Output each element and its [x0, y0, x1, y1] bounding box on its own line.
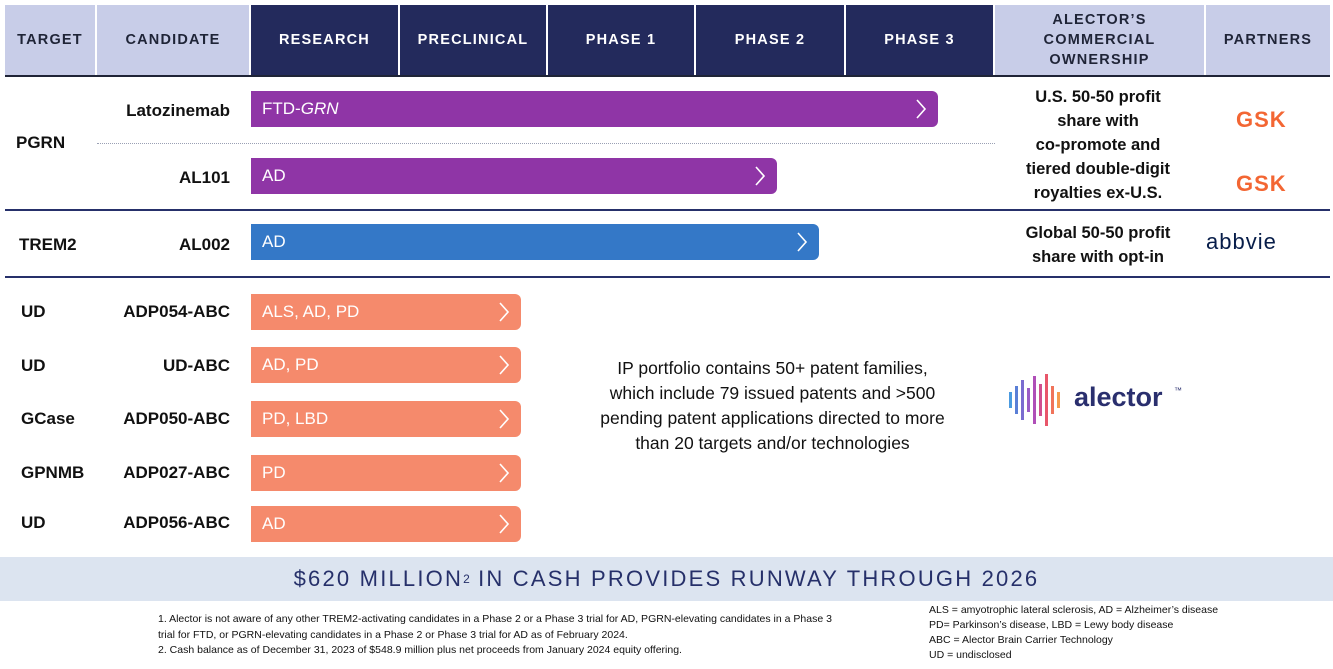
header-candidate: CANDIDATE [97, 5, 249, 75]
header-research: RESEARCH [251, 5, 398, 75]
chevron-right-icon [755, 166, 766, 186]
banner-main: $620 MILLION [293, 566, 464, 591]
ip-line: than 20 targets and/or technologies [635, 433, 910, 453]
ip-portfolio-text: IP portfolio contains 50+ patent familie… [560, 356, 985, 456]
abbreviations: ALS = amyotrophic lateral sclerosis, AD … [929, 603, 1329, 663]
ownership-pgrn: U.S. 50-50 profit share with co-promote … [1000, 85, 1196, 205]
ownership-line: Global 50-50 profit [1025, 224, 1171, 242]
target-trem2: TREM2 [19, 235, 77, 254]
cash-runway-banner: $620 MILLION 2 IN CASH PROVIDES RUNWAY TH… [0, 557, 1333, 601]
header-ownership-line1: ALECTOR’S [1052, 12, 1147, 28]
footnotes: 1. Alector is not aware of any other TRE… [158, 612, 918, 659]
pipeline-bar-adp054-abc: ALS, AD, PD [251, 294, 521, 330]
indication-label: AD [262, 232, 286, 251]
pipeline-bar-al002: AD [251, 224, 819, 260]
header-preclinical: PRECLINICAL [400, 5, 546, 75]
indication-label: AD, PD [262, 355, 319, 374]
candidate-ud-abc: UD-ABC [162, 356, 230, 375]
chevron-right-icon [499, 463, 510, 483]
target-ud: UD [21, 513, 46, 532]
candidate-adp054-abc: ADP054-ABC [123, 302, 230, 321]
candidate-al101: AL101 [178, 168, 230, 187]
candidate-al002: AL002 [178, 235, 230, 254]
ownership-line: royalties ex-U.S. [1033, 184, 1163, 202]
gsk-logo: GSK [1236, 171, 1287, 196]
banner-rest: IN CASH PROVIDES RUNWAY THROUGH 2026 [469, 566, 1040, 591]
header-phase3: PHASE 3 [846, 5, 993, 75]
target-pgrn: PGRN [16, 133, 66, 152]
row-divider [97, 143, 995, 144]
indication-label: ALS, AD, PD [262, 302, 360, 321]
banner-sup: 2 [463, 572, 470, 586]
header-phase1: PHASE 1 [548, 5, 694, 75]
abbreviation-line: ALS = amyotrophic lateral sclerosis, AD … [929, 604, 1219, 616]
pipeline-bar-ud-abc: AD, PD [251, 347, 521, 383]
indication-label: PD, LBD [262, 409, 329, 428]
alector-logo: alector ™ [1008, 372, 1188, 428]
header-ownership: ALECTOR’S COMMERCIAL OWNERSHIP [995, 5, 1204, 75]
header-ownership-line3: OWNERSHIP [1049, 52, 1150, 68]
ip-line: IP portfolio contains 50+ patent familie… [617, 358, 928, 378]
indication-label: AD [262, 514, 286, 533]
ownership-line: tiered double-digit [1026, 160, 1170, 178]
pipeline-bar-adp050-abc: PD, LBD [251, 401, 521, 437]
alector-trademark: ™ [1174, 386, 1182, 395]
chevron-right-icon [916, 99, 927, 119]
gsk-logo: GSK [1236, 107, 1287, 132]
header-partners: PARTNERS [1206, 5, 1330, 75]
chevron-right-icon [499, 302, 510, 322]
abbreviation-line: UD = undisclosed [929, 649, 1012, 661]
ip-line: pending patent applications directed to … [600, 408, 945, 428]
footnote-2: 2. Cash balance as of December 31, 2023 … [158, 644, 682, 656]
header-phase2: PHASE 2 [696, 5, 844, 75]
target-ud: UD [21, 356, 46, 375]
abbvie-logo: abbvie [1206, 229, 1277, 254]
candidate-adp027-abc: ADP027-ABC [123, 463, 230, 482]
chevron-right-icon [499, 409, 510, 429]
ownership-line: share with opt-in [1032, 248, 1164, 266]
target-ud: UD [21, 302, 46, 321]
abbreviation-line: PD= Parkinson’s disease, LBD = Lewy body… [929, 619, 1174, 631]
footnote-1-cont: trial for FTD, or PGRN-elevating candida… [158, 628, 628, 641]
header-target: TARGET [5, 5, 95, 75]
pipeline-bar-al101: AD [251, 158, 777, 194]
header-rule [5, 75, 1330, 77]
section-rule [5, 276, 1330, 278]
chevron-right-icon [499, 355, 510, 375]
section-rule [5, 209, 1330, 211]
abbreviation-line: ABC = Alector Brain Carrier Technology [929, 634, 1113, 646]
candidate-adp050-abc: ADP050-ABC [123, 409, 230, 428]
candidate-adp056-abc: ADP056-ABC [123, 513, 230, 532]
indication-label: AD [262, 166, 286, 185]
indication-prefix: FTD- [262, 99, 301, 118]
chevron-right-icon [797, 232, 808, 252]
ownership-trem2: Global 50-50 profit share with opt-in [1000, 221, 1196, 269]
ownership-line: co-promote and [1035, 136, 1161, 154]
alector-bars-icon [1009, 374, 1060, 426]
indication-label: PD [262, 463, 286, 482]
chevron-right-icon [499, 514, 510, 534]
ip-line: which include 79 issued patents and >500 [609, 383, 936, 403]
ownership-line: share with [1057, 112, 1139, 130]
target-gcase: GCase [21, 409, 75, 428]
target-gpnmb: GPNMB [21, 463, 85, 482]
indication-italic: GRN [300, 99, 339, 118]
ownership-line: U.S. 50-50 profit [1035, 88, 1161, 106]
pipeline-bar-latozinemab: FTD- GRN [251, 91, 938, 127]
pipeline-bar-adp056-abc: AD [251, 506, 521, 542]
header-ownership-line2: COMMERCIAL [1043, 32, 1156, 48]
candidate-latozinemab: Latozinemab [126, 101, 230, 120]
pipeline-bar-adp027-abc: PD [251, 455, 521, 491]
alector-wordmark: alector [1074, 382, 1163, 412]
footnote-1: 1. Alector is not aware of any other TRE… [158, 613, 832, 625]
